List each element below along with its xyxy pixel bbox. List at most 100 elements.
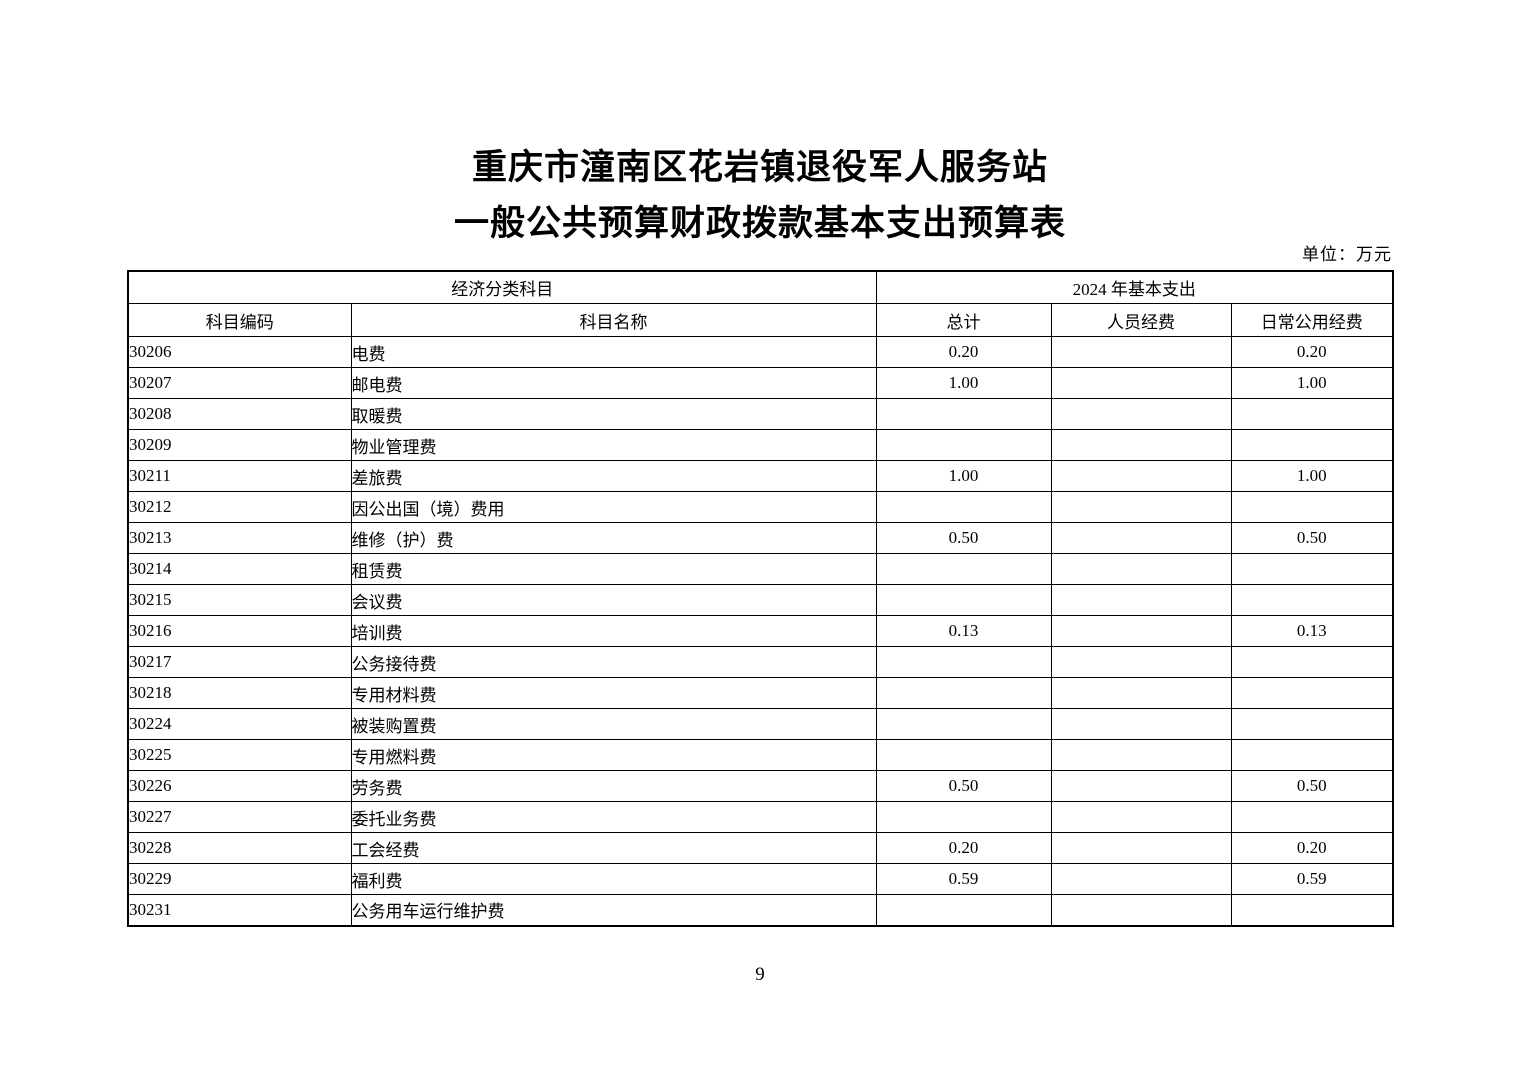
cell-subject-code: 30217 <box>127 646 352 678</box>
cell-daily-public-funds <box>1230 801 1394 833</box>
cell-subject-code: 30215 <box>127 584 352 616</box>
cell-daily-public-funds <box>1230 584 1394 616</box>
cell-personnel-funds <box>1050 584 1232 616</box>
cell-subject-name: 会议费 <box>350 584 877 616</box>
header-column-row: 科目编码 科目名称 总计 人员经费 日常公用经费 <box>127 303 1394 337</box>
cell-personnel-funds <box>1050 615 1232 647</box>
table-row: 30215 会议费 <box>127 584 1394 616</box>
table-row: 30211 差旅费 1.00 1.00 <box>127 460 1394 492</box>
cell-total: 0.50 <box>875 522 1052 554</box>
cell-personnel-funds <box>1050 708 1232 740</box>
cell-subject-name: 物业管理费 <box>350 429 877 461</box>
table-row: 30217 公务接待费 <box>127 646 1394 678</box>
table-row: 30228 工会经费 0.20 0.20 <box>127 832 1394 864</box>
cell-total: 1.00 <box>875 367 1052 399</box>
cell-subject-name: 维修（护）费 <box>350 522 877 554</box>
cell-subject-name: 差旅费 <box>350 460 877 492</box>
header-economic-classification: 经济分类科目 <box>127 270 877 304</box>
cell-total <box>875 894 1052 926</box>
col-header-subject-name: 科目名称 <box>350 303 877 337</box>
cell-subject-name: 专用燃料费 <box>350 739 877 771</box>
table-row: 30229 福利费 0.59 0.59 <box>127 863 1394 895</box>
table-row: 30225 专用燃料费 <box>127 739 1394 771</box>
cell-total <box>875 677 1052 709</box>
cell-subject-name: 工会经费 <box>350 832 877 864</box>
cell-personnel-funds <box>1050 832 1232 864</box>
table-row: 30206 电费 0.20 0.20 <box>127 336 1394 368</box>
cell-subject-name: 邮电费 <box>350 367 877 399</box>
cell-subject-name: 被装购置费 <box>350 708 877 740</box>
cell-daily-public-funds: 0.20 <box>1230 832 1394 864</box>
table-row: 30209 物业管理费 <box>127 429 1394 461</box>
cell-subject-code: 30218 <box>127 677 352 709</box>
cell-total: 0.20 <box>875 336 1052 368</box>
cell-daily-public-funds: 0.50 <box>1230 770 1394 802</box>
cell-total <box>875 646 1052 678</box>
cell-personnel-funds <box>1050 863 1232 895</box>
col-header-personnel-funds: 人员经费 <box>1050 303 1232 337</box>
table-row: 30231 公务用车运行维护费 <box>127 894 1394 926</box>
cell-subject-code: 30206 <box>127 336 352 368</box>
cell-subject-name: 福利费 <box>350 863 877 895</box>
cell-personnel-funds <box>1050 770 1232 802</box>
document-title: 重庆市潼南区花岩镇退役军人服务站 <box>471 148 1048 187</box>
table-row: 30216 培训费 0.13 0.13 <box>127 615 1394 647</box>
table-row: 30212 因公出国（境）费用 <box>127 491 1394 523</box>
cell-personnel-funds <box>1050 894 1232 926</box>
cell-daily-public-funds <box>1230 894 1394 926</box>
cell-subject-name: 公务接待费 <box>350 646 877 678</box>
cell-total: 0.20 <box>875 832 1052 864</box>
col-header-subject-code: 科目编码 <box>127 303 352 337</box>
cell-daily-public-funds: 0.13 <box>1230 615 1394 647</box>
cell-subject-code: 30207 <box>127 367 352 399</box>
page-number: 9 <box>755 964 765 985</box>
cell-subject-name: 劳务费 <box>350 770 877 802</box>
cell-subject-code: 30211 <box>127 460 352 492</box>
cell-daily-public-funds <box>1230 646 1394 678</box>
cell-personnel-funds <box>1050 553 1232 585</box>
cell-total <box>875 708 1052 740</box>
header-2024-basic-expenditure: 2024 年基本支出 <box>875 270 1394 304</box>
cell-total <box>875 739 1052 771</box>
cell-total <box>875 398 1052 430</box>
cell-personnel-funds <box>1050 429 1232 461</box>
cell-subject-name: 电费 <box>350 336 877 368</box>
cell-daily-public-funds: 0.50 <box>1230 522 1394 554</box>
cell-total: 0.59 <box>875 863 1052 895</box>
cell-subject-code: 30225 <box>127 739 352 771</box>
cell-subject-code: 30213 <box>127 522 352 554</box>
cell-subject-code: 30227 <box>127 801 352 833</box>
cell-subject-name: 专用材料费 <box>350 677 877 709</box>
cell-daily-public-funds: 0.59 <box>1230 863 1394 895</box>
cell-personnel-funds <box>1050 801 1232 833</box>
cell-total: 0.50 <box>875 770 1052 802</box>
cell-subject-code: 30226 <box>127 770 352 802</box>
cell-subject-code: 30231 <box>127 894 352 926</box>
cell-daily-public-funds <box>1230 398 1394 430</box>
cell-subject-code: 30228 <box>127 832 352 864</box>
cell-total <box>875 429 1052 461</box>
cell-subject-code: 30208 <box>127 398 352 430</box>
cell-subject-code: 30229 <box>127 863 352 895</box>
cell-subject-name: 委托业务费 <box>350 801 877 833</box>
table-body: 30206 电费 0.20 0.20 30207 邮电费 1.00 1.00 30208 取暖费 3… <box>127 336 1394 926</box>
cell-total <box>875 801 1052 833</box>
cell-subject-name: 公务用车运行维护费 <box>350 894 877 926</box>
table-row: 30226 劳务费 0.50 0.50 <box>127 770 1394 802</box>
table-header: 经济分类科目 2024 年基本支出 科目编码 科目名称 总计 人员经费 日常公用… <box>127 270 1394 337</box>
document-subtitle: 一般公共预算财政拨款基本支出预算表 <box>453 204 1066 243</box>
cell-daily-public-funds <box>1230 739 1394 771</box>
cell-personnel-funds <box>1050 739 1232 771</box>
cell-personnel-funds <box>1050 677 1232 709</box>
budget-table: 经济分类科目 2024 年基本支出 科目编码 科目名称 总计 人员经费 日常公用… <box>127 270 1395 927</box>
cell-subject-code: 30212 <box>127 491 352 523</box>
cell-daily-public-funds <box>1230 491 1394 523</box>
cell-daily-public-funds: 1.00 <box>1230 460 1394 492</box>
cell-subject-code: 30224 <box>127 708 352 740</box>
cell-subject-code: 30209 <box>127 429 352 461</box>
cell-subject-code: 30214 <box>127 553 352 585</box>
unit-label: 单位：万元 <box>1302 245 1392 264</box>
cell-personnel-funds <box>1050 398 1232 430</box>
cell-personnel-funds <box>1050 367 1232 399</box>
